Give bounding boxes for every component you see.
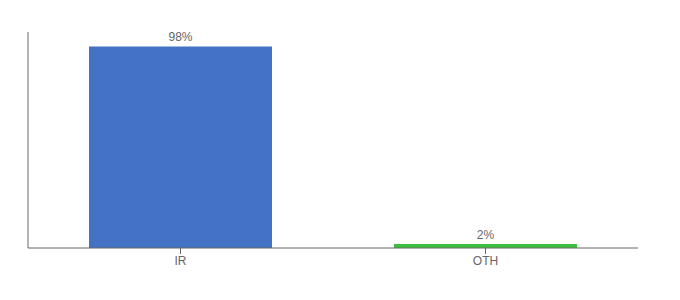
svg-text:OTH: OTH <box>473 254 498 268</box>
svg-text:IR: IR <box>175 254 187 268</box>
svg-text:98%: 98% <box>168 30 192 44</box>
svg-text:2%: 2% <box>477 228 495 242</box>
